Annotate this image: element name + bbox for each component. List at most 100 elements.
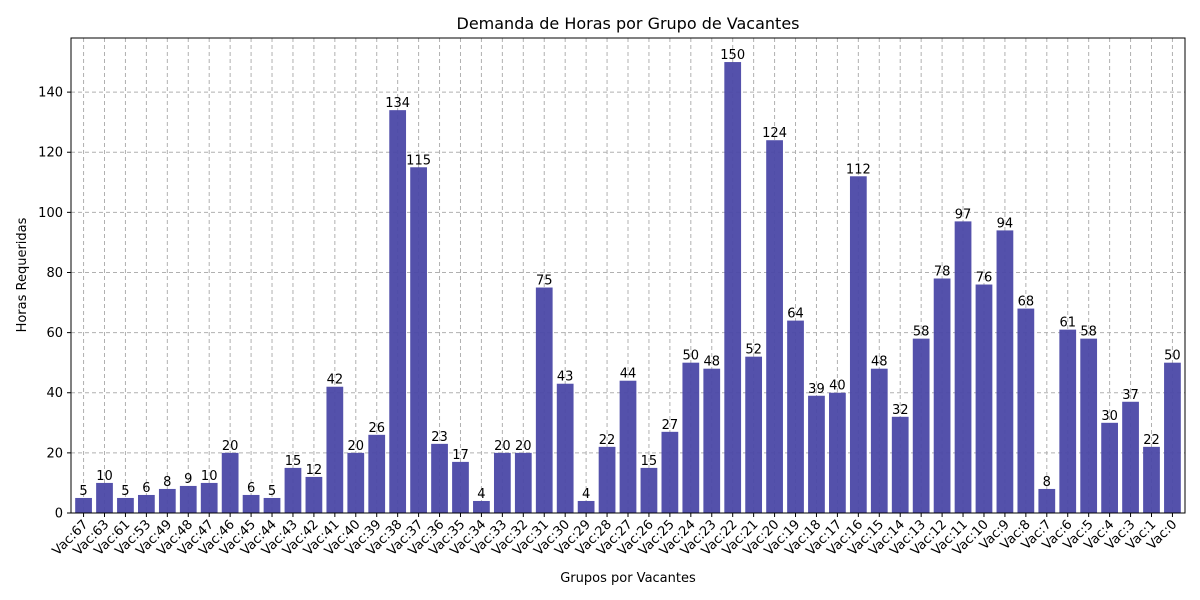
bar-value-label: 10 <box>96 469 113 484</box>
bar <box>452 461 469 513</box>
bar <box>410 167 427 513</box>
bar-value-label: 40 <box>829 379 846 394</box>
bar <box>891 416 909 513</box>
bar <box>1101 422 1118 513</box>
bar-value-label: 48 <box>871 355 888 370</box>
bar-value-label: 10 <box>201 469 218 484</box>
bar-value-label: 9 <box>184 472 192 487</box>
bar <box>1017 308 1035 513</box>
bar <box>766 140 783 513</box>
y-tick-label: 80 <box>46 266 63 281</box>
bar <box>493 452 511 513</box>
bar <box>117 497 134 513</box>
bar-value-label: 32 <box>892 403 909 418</box>
bar <box>829 392 846 513</box>
bar-value-label: 43 <box>557 370 574 385</box>
bar <box>724 62 742 514</box>
bar-value-label: 75 <box>536 274 553 289</box>
bar <box>996 230 1014 513</box>
bar-value-label: 76 <box>976 271 993 286</box>
bar <box>221 452 239 513</box>
bar <box>138 494 155 513</box>
bar <box>431 443 448 513</box>
y-tick-label: 140 <box>38 86 63 101</box>
bar <box>1080 338 1098 513</box>
bar-value-label: 23 <box>431 430 448 445</box>
bar <box>933 278 951 513</box>
bar <box>179 485 197 513</box>
bar-value-label: 48 <box>703 355 720 370</box>
bar <box>975 284 993 513</box>
bar-value-label: 61 <box>1059 316 1076 331</box>
bar <box>598 446 616 513</box>
bar-value-label: 4 <box>477 487 485 502</box>
bar <box>954 221 972 513</box>
y-tick-label: 100 <box>38 206 63 221</box>
bar-value-label: 8 <box>163 475 171 490</box>
bar <box>1038 488 1056 513</box>
y-tick-label: 20 <box>46 446 63 461</box>
bar <box>556 383 574 513</box>
plot-frame <box>70 37 1186 514</box>
y-tick-label: 60 <box>46 326 63 341</box>
bar-value-label: 78 <box>934 265 951 280</box>
bar-value-label: 64 <box>787 307 804 322</box>
bar <box>326 386 344 513</box>
bar-value-label: 68 <box>1018 295 1035 310</box>
bar <box>75 497 92 513</box>
bar <box>912 338 930 513</box>
bar-value-label: 15 <box>285 454 302 469</box>
bar-value-label: 5 <box>79 484 87 499</box>
bar-value-label: 39 <box>808 382 825 397</box>
bar-value-label: 22 <box>1143 433 1160 448</box>
bar <box>305 476 323 513</box>
bar <box>514 452 532 513</box>
bar-value-label: 42 <box>327 373 344 388</box>
bar-value-label: 150 <box>720 48 745 63</box>
bar-value-label: 112 <box>846 162 871 177</box>
bar <box>242 494 260 513</box>
bar <box>1164 362 1181 513</box>
bar <box>1143 446 1160 513</box>
bar <box>473 500 490 513</box>
bar-value-label: 8 <box>1043 475 1051 490</box>
bar-value-label: 37 <box>1122 388 1139 403</box>
x-axis-label: Grupos por Vacantes <box>560 571 696 586</box>
bar-value-label: 27 <box>662 418 679 433</box>
bar <box>619 380 637 513</box>
bar <box>1059 329 1077 513</box>
bar <box>535 287 553 513</box>
bar-value-label: 50 <box>1164 349 1181 364</box>
bar-value-label: 20 <box>348 439 365 454</box>
bar <box>787 320 804 513</box>
y-tick-label: 40 <box>46 386 63 401</box>
bar-value-label: 22 <box>599 433 616 448</box>
bar-value-label: 124 <box>762 126 787 141</box>
bar-value-label: 4 <box>582 487 590 502</box>
bar <box>1122 401 1139 513</box>
bar-value-label: 97 <box>955 207 972 222</box>
bar <box>389 110 407 513</box>
bar-value-label: 30 <box>1101 409 1118 424</box>
bar <box>96 482 113 513</box>
y-tick-label: 0 <box>55 507 63 522</box>
bar-value-label: 134 <box>385 96 410 111</box>
bar <box>577 500 595 513</box>
bar <box>808 395 825 513</box>
bar-value-label: 17 <box>452 448 469 463</box>
bar <box>640 467 658 513</box>
bar <box>703 368 721 513</box>
bar-value-label: 12 <box>306 463 323 478</box>
bar <box>284 467 302 513</box>
bar-value-label: 6 <box>142 481 150 496</box>
bar-value-label: 15 <box>641 454 658 469</box>
bar-value-label: 5 <box>268 484 276 499</box>
bar-value-label: 26 <box>368 421 385 436</box>
bar <box>745 356 763 513</box>
bar <box>263 497 281 513</box>
bar-value-label: 52 <box>745 343 762 358</box>
bar-value-label: 58 <box>913 325 930 340</box>
bar-value-label: 44 <box>620 367 637 382</box>
